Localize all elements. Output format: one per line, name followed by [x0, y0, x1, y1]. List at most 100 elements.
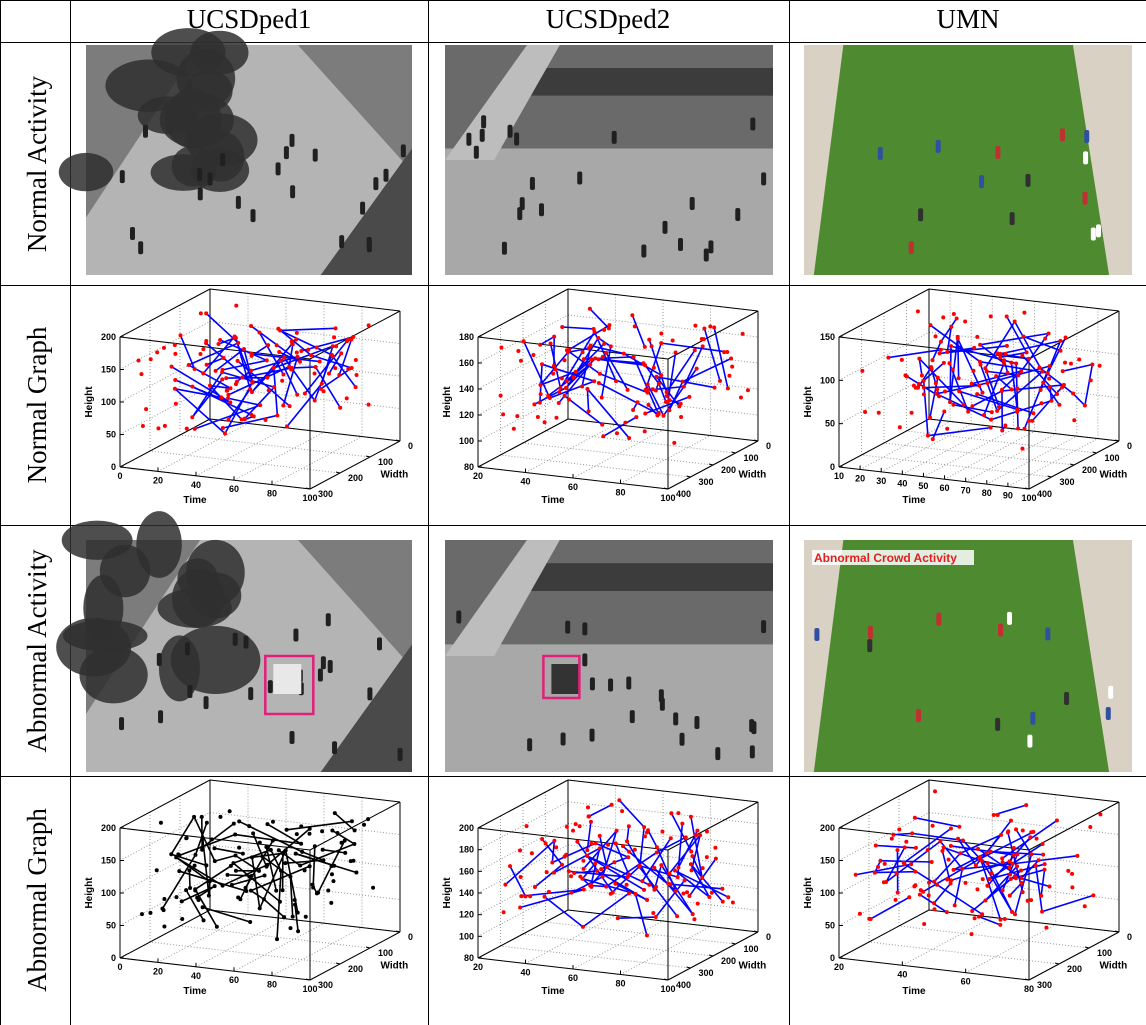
- graph-node: [921, 890, 925, 894]
- graph-node: [549, 342, 553, 346]
- graph-node: [720, 887, 724, 891]
- person: [384, 169, 389, 182]
- graph-node: [319, 387, 323, 391]
- graph-node: [552, 335, 556, 339]
- z-tick-label: 200: [820, 823, 835, 833]
- person: [1096, 224, 1101, 237]
- person: [979, 175, 984, 188]
- graph-node: [1077, 358, 1081, 362]
- x-tick-label: 70: [961, 486, 971, 496]
- person: [377, 637, 382, 650]
- graph-node: [989, 418, 993, 422]
- graph-node: [920, 374, 924, 378]
- tick-mark: [732, 943, 736, 944]
- graph-node: [552, 364, 556, 368]
- graph-node: [350, 819, 354, 823]
- person: [185, 642, 190, 655]
- graph-node: [905, 375, 909, 379]
- person: [761, 172, 766, 185]
- person: [508, 125, 513, 138]
- tick-mark: [687, 967, 691, 968]
- grid-line: [158, 293, 248, 471]
- graph-node: [913, 870, 917, 874]
- column-header: UMN: [936, 4, 999, 34]
- x-tick-label: 60: [961, 977, 971, 987]
- graph-node: [631, 408, 635, 412]
- graph-node: [1061, 369, 1065, 373]
- graph-node: [237, 846, 241, 850]
- x-tick-label: 60: [229, 975, 239, 985]
- graph-node: [144, 407, 148, 411]
- z-tick-label: 150: [820, 332, 835, 342]
- graph-node: [190, 385, 194, 389]
- graph-node: [550, 860, 554, 864]
- person: [251, 209, 256, 222]
- box-edge: [568, 419, 758, 441]
- graph-node: [681, 380, 685, 384]
- person: [539, 203, 544, 216]
- graph-node: [263, 873, 267, 877]
- graph-node: [545, 870, 549, 874]
- person: [630, 710, 635, 723]
- graph-node: [283, 861, 287, 865]
- graph-node: [669, 811, 673, 815]
- graph-edge: [587, 389, 588, 411]
- graph-node: [240, 376, 244, 380]
- z-tick-label: 50: [825, 921, 835, 931]
- person: [590, 729, 595, 742]
- box-edge: [120, 467, 310, 489]
- graph-node: [643, 429, 647, 433]
- graph-node: [1020, 881, 1024, 885]
- graph-edge: [894, 833, 913, 834]
- y-tick-label: 100: [378, 948, 393, 958]
- graph-node: [590, 357, 594, 361]
- person: [936, 613, 941, 626]
- graph-node: [267, 388, 271, 392]
- graph-node: [228, 400, 232, 404]
- graph-node: [1005, 315, 1009, 319]
- graph-node: [985, 884, 989, 888]
- graph-node: [977, 915, 981, 919]
- graph-node: [904, 840, 908, 844]
- graph-node: [250, 855, 254, 859]
- y-tick-label: 100: [744, 944, 759, 954]
- graph-node: [236, 341, 240, 345]
- graph-node: [560, 325, 564, 329]
- x-tick-label: 100: [660, 984, 675, 994]
- graph-edge: [668, 353, 676, 403]
- graph-node: [681, 891, 685, 895]
- tick-mark: [366, 456, 370, 457]
- graph-node: [207, 894, 211, 898]
- x-tick-label: 20: [153, 966, 163, 976]
- x-tick-label: 20: [473, 471, 483, 481]
- graph-node: [187, 363, 191, 367]
- graph-node: [303, 868, 307, 872]
- graph-node: [695, 367, 699, 371]
- person: [530, 177, 535, 190]
- person: [916, 709, 921, 722]
- graph-node: [242, 347, 246, 351]
- z-axis-label: Height: [442, 386, 453, 418]
- graph-node: [627, 850, 631, 854]
- graph-node: [912, 384, 916, 388]
- graph-node: [249, 324, 253, 328]
- tree: [59, 153, 113, 191]
- graph-node: [1009, 361, 1013, 365]
- graph-node: [645, 898, 649, 902]
- graph-node: [201, 347, 205, 351]
- graph-node: [930, 367, 934, 371]
- graph-node: [160, 907, 164, 911]
- graph-node: [295, 331, 299, 335]
- person: [761, 620, 766, 633]
- graph-node: [162, 924, 166, 928]
- graph-node: [362, 823, 366, 827]
- graph-node: [236, 359, 240, 363]
- graph-node: [1015, 852, 1019, 856]
- x-axis-label: Time: [541, 495, 565, 506]
- graph-node: [264, 418, 268, 422]
- tree: [63, 620, 148, 651]
- graph-node: [575, 840, 579, 844]
- graph-node: [646, 403, 650, 407]
- graph-node: [981, 877, 985, 881]
- person: [1064, 692, 1069, 705]
